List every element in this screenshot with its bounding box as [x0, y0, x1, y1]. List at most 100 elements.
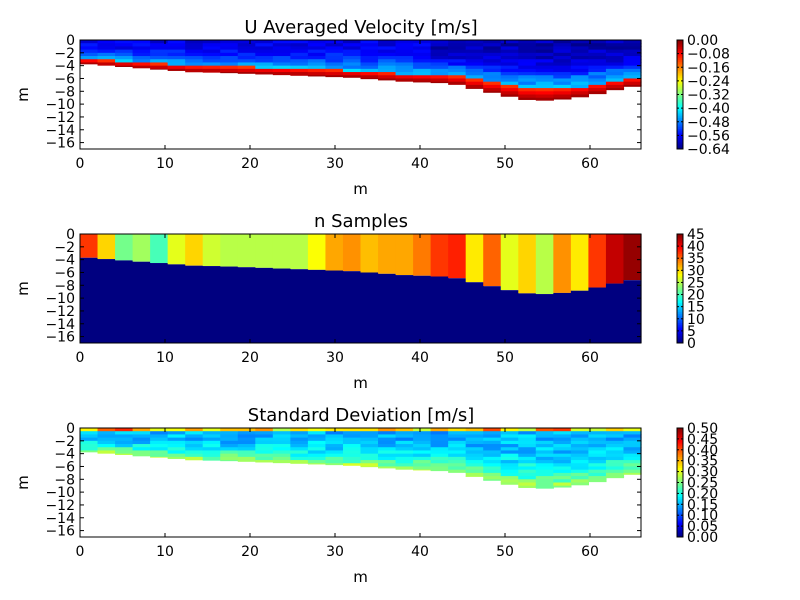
stddev-cell: [570, 469, 590, 474]
colorbar-tick-label: 0.30: [687, 465, 718, 481]
stddev-cell: [570, 434, 590, 439]
stddev-cell: [202, 434, 221, 439]
velocity-cell: [535, 56, 554, 60]
x-tick-label: 50: [496, 156, 514, 172]
velocity-cell: [185, 43, 204, 48]
velocity-cell: [500, 78, 519, 83]
stddev-cell: [255, 431, 274, 436]
colorbar-segment: [677, 261, 683, 264]
velocity-cell: [483, 40, 502, 44]
stddev-cell: [185, 450, 204, 455]
sample-cell: [483, 286, 502, 343]
colorbar-segment: [677, 90, 683, 94]
x-tick-label: 50: [496, 544, 514, 560]
velocity-cell: [588, 75, 607, 80]
stddev-cell: [553, 437, 572, 442]
colorbar-segment: [677, 328, 683, 331]
velocity-cell: [483, 88, 502, 92]
velocity-cell: [342, 65, 362, 70]
velocity-cell: [535, 75, 554, 80]
y-tick-label: 0: [66, 421, 75, 437]
x-tick-label: 40: [411, 544, 429, 560]
sample-cell: [290, 269, 309, 343]
samples-x-label: m: [353, 374, 368, 392]
colorbar-tick-label: 10: [687, 312, 705, 328]
stddev-cell: [97, 447, 116, 452]
stddev-cell: [623, 444, 642, 448]
velocity-cell: [185, 49, 204, 54]
velocity-cell: [325, 49, 344, 54]
velocity-cell: [115, 40, 134, 44]
velocity-cell: [360, 62, 379, 67]
stddev-cell: [290, 456, 309, 461]
velocity-cell: [623, 49, 642, 54]
stddev-cell: [518, 460, 537, 464]
stddev-cell: [360, 450, 379, 455]
colorbar-segment: [677, 103, 683, 106]
velocity-cell: [483, 56, 502, 60]
velocity-cell: [255, 59, 274, 64]
stddev-cell: [167, 434, 186, 439]
stddev-cell: [80, 444, 99, 448]
stddev-cell: [220, 434, 239, 439]
stddev-cell: [570, 460, 590, 464]
sample-cell: [342, 234, 362, 272]
colorbar-segment: [677, 59, 683, 63]
stddev-cell: [413, 437, 432, 442]
velocity-cell: [342, 72, 362, 76]
velocity-cell: [553, 59, 572, 64]
stddev-cell: [588, 466, 607, 471]
stddev-cell: [448, 440, 467, 445]
stddev-cell: [570, 450, 590, 455]
stddev-title: Standard Deviation [m/s]: [248, 405, 474, 426]
colorbar-segment: [677, 292, 683, 295]
stddev-cell: [413, 434, 432, 439]
velocity-cell: [272, 72, 291, 76]
velocity-cell: [80, 43, 99, 48]
stddev-cell: [360, 440, 379, 445]
stddev-cell: [535, 437, 554, 442]
stddev-cell: [185, 434, 204, 439]
colorbar-segment: [677, 489, 683, 493]
stddev-cell: [553, 482, 572, 487]
stddev-cell: [325, 456, 344, 461]
colorbar-segment: [677, 69, 683, 72]
velocity-cell: [325, 65, 344, 70]
velocity-cell: [132, 43, 151, 48]
colorbar-tick-label: 0.45: [687, 432, 718, 448]
stddev-cell: [553, 447, 572, 452]
velocity-cell: [553, 52, 572, 57]
velocity-cell: [307, 59, 327, 64]
velocity-cell: [588, 81, 607, 86]
stddev-cell: [518, 434, 537, 439]
colorbar-segment: [677, 281, 683, 284]
stddev-cell: [553, 428, 572, 432]
colorbar-segment: [677, 484, 683, 487]
colorbar-segment: [677, 243, 683, 246]
stddev-cell: [553, 440, 572, 445]
velocity-cell: [132, 46, 151, 51]
stddev-cell: [465, 431, 484, 436]
stddev-cell: [500, 479, 519, 484]
colorbar-segment: [677, 143, 683, 146]
colorbar-tick-label: −0.16: [687, 60, 730, 76]
velocity-cell: [167, 56, 186, 60]
velocity-cell: [588, 46, 607, 51]
y-tick-label: −14: [45, 317, 75, 333]
velocity-cell: [255, 40, 274, 44]
velocity-panel: U Averaged Velocity [m/s] 0 10 20 30 40 50 60 …: [14, 17, 730, 198]
stddev-cell: [518, 437, 537, 442]
velocity-cell: [202, 68, 221, 73]
colorbar-segment: [677, 125, 683, 128]
velocity-cell: [150, 59, 169, 64]
stddev-cell: [272, 460, 291, 464]
stddev-cell: [413, 463, 432, 468]
colorbar-segment: [677, 241, 683, 244]
velocity-cell: [465, 81, 484, 86]
sample-cell: [448, 278, 467, 343]
velocity-cell: [307, 72, 327, 76]
stddev-cell: [150, 453, 169, 458]
sample-cell: [202, 234, 221, 267]
velocity-cell: [202, 65, 221, 70]
stddev-cell: [395, 428, 414, 432]
